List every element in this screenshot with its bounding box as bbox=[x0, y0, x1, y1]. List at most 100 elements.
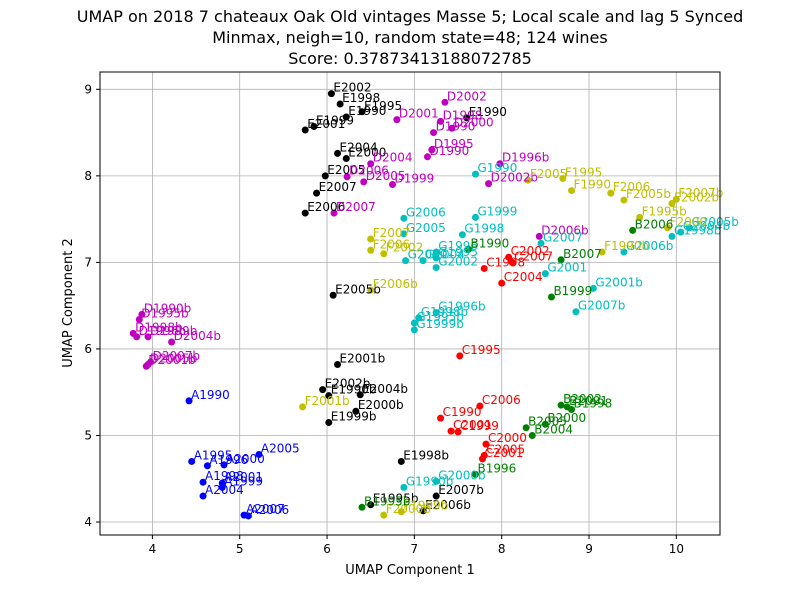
point-label: G2004b bbox=[683, 219, 730, 233]
data-point bbox=[168, 338, 176, 346]
data-point bbox=[485, 180, 493, 188]
point-label: D2007b bbox=[153, 349, 200, 363]
x-tick-label: 5 bbox=[236, 542, 244, 556]
point-label: A2005 bbox=[261, 442, 300, 456]
point-label: F1990b bbox=[604, 239, 649, 253]
data-point bbox=[400, 214, 408, 222]
point-label: C2001 bbox=[453, 418, 492, 432]
data-point bbox=[144, 361, 152, 369]
data-point bbox=[471, 213, 479, 221]
data-point bbox=[537, 239, 545, 247]
data-point bbox=[138, 310, 146, 318]
data-point bbox=[559, 174, 567, 182]
data-point bbox=[432, 309, 440, 317]
point-label: F2006b bbox=[373, 277, 418, 291]
y-tick-label: 6 bbox=[84, 342, 92, 356]
data-point bbox=[629, 226, 637, 234]
data-point bbox=[397, 457, 405, 465]
axis-ticks: 4 5 6 7 8 9 10 4 5 6 7 8 9 bbox=[84, 82, 684, 556]
data-point bbox=[199, 492, 207, 500]
data-point bbox=[437, 414, 445, 422]
point-label: D1990 bbox=[429, 144, 469, 158]
data-point bbox=[400, 483, 408, 491]
data-point bbox=[419, 257, 427, 265]
data-point bbox=[334, 361, 342, 369]
point-label: D2002b bbox=[491, 171, 538, 185]
point-label: D2005b bbox=[150, 352, 197, 366]
point-label: D1999 bbox=[395, 172, 435, 186]
y-tick-label: 7 bbox=[84, 255, 92, 269]
data-point bbox=[636, 213, 644, 221]
data-point bbox=[393, 116, 401, 124]
data-point bbox=[358, 108, 366, 116]
point-label: D1990b bbox=[144, 301, 191, 315]
data-point bbox=[508, 258, 516, 266]
point-label: G2006b bbox=[626, 239, 673, 253]
point-label: E2004b bbox=[362, 382, 408, 396]
data-point bbox=[389, 181, 397, 189]
point-label: B2004 bbox=[534, 422, 573, 436]
point-label: G2000 bbox=[408, 248, 448, 262]
point-label: E1998b bbox=[403, 448, 449, 462]
x-tick-label: 9 bbox=[585, 542, 593, 556]
point-label: E1990 bbox=[469, 105, 507, 119]
point-label: D1998 bbox=[443, 108, 483, 122]
point-label: F1995b bbox=[642, 204, 687, 218]
point-label: G1995b bbox=[416, 310, 463, 324]
point-label: G1998b bbox=[674, 223, 721, 237]
data-point bbox=[496, 160, 504, 168]
data-point bbox=[336, 100, 344, 108]
data-point bbox=[664, 224, 672, 232]
point-label: G2005 bbox=[406, 221, 446, 235]
point-label: G1998 bbox=[464, 222, 504, 236]
data-point bbox=[668, 232, 676, 240]
point-label: E1998 bbox=[342, 91, 380, 105]
point-label: D2006b bbox=[541, 223, 588, 237]
data-point bbox=[380, 250, 388, 258]
data-point bbox=[482, 440, 490, 448]
point-label: D2005 bbox=[366, 169, 406, 183]
point-label: D2001b bbox=[148, 353, 195, 367]
point-label: G2004 bbox=[425, 248, 465, 262]
data-point bbox=[358, 503, 366, 511]
point-label: E2001 bbox=[307, 117, 345, 131]
data-point bbox=[144, 333, 152, 341]
data-point bbox=[568, 406, 576, 414]
point-label: B1995b bbox=[364, 494, 410, 508]
data-point bbox=[432, 492, 440, 500]
y-tick-label: 4 bbox=[84, 515, 92, 529]
point-label: A1996 bbox=[209, 453, 248, 467]
point-label: C1999 bbox=[460, 419, 499, 433]
point-label: D2000 bbox=[454, 115, 494, 129]
point-label: E2000 bbox=[348, 146, 386, 160]
data-point bbox=[535, 232, 543, 240]
point-label: D1999b bbox=[150, 324, 197, 338]
point-label: G2007b bbox=[578, 299, 625, 313]
point-label: G2006 bbox=[406, 205, 446, 219]
point-label: B1996 bbox=[477, 461, 516, 475]
data-point bbox=[367, 246, 375, 254]
point-label: F2002b bbox=[674, 191, 719, 205]
point-label: E1995 bbox=[364, 99, 402, 113]
point-label: F2002 bbox=[386, 241, 423, 255]
point-label: D1995 bbox=[434, 137, 474, 151]
data-point bbox=[301, 209, 309, 217]
data-point bbox=[367, 501, 375, 509]
data-point bbox=[478, 455, 486, 463]
y-tick-label: 8 bbox=[84, 169, 92, 183]
point-label: D2004b bbox=[174, 329, 221, 343]
y-tick-label: 9 bbox=[84, 82, 92, 96]
data-point bbox=[356, 391, 364, 399]
data-point bbox=[218, 483, 226, 491]
data-point bbox=[367, 160, 375, 168]
x-tick-label: 6 bbox=[323, 542, 331, 556]
data-point bbox=[342, 113, 350, 121]
point-label: D2002 bbox=[447, 89, 487, 103]
point-label: D2001 bbox=[399, 107, 439, 121]
point-label: A1998 bbox=[205, 469, 244, 483]
data-point bbox=[458, 231, 466, 239]
data-point bbox=[677, 228, 685, 236]
y-axis-label: UMAP Component 2 bbox=[61, 238, 76, 367]
